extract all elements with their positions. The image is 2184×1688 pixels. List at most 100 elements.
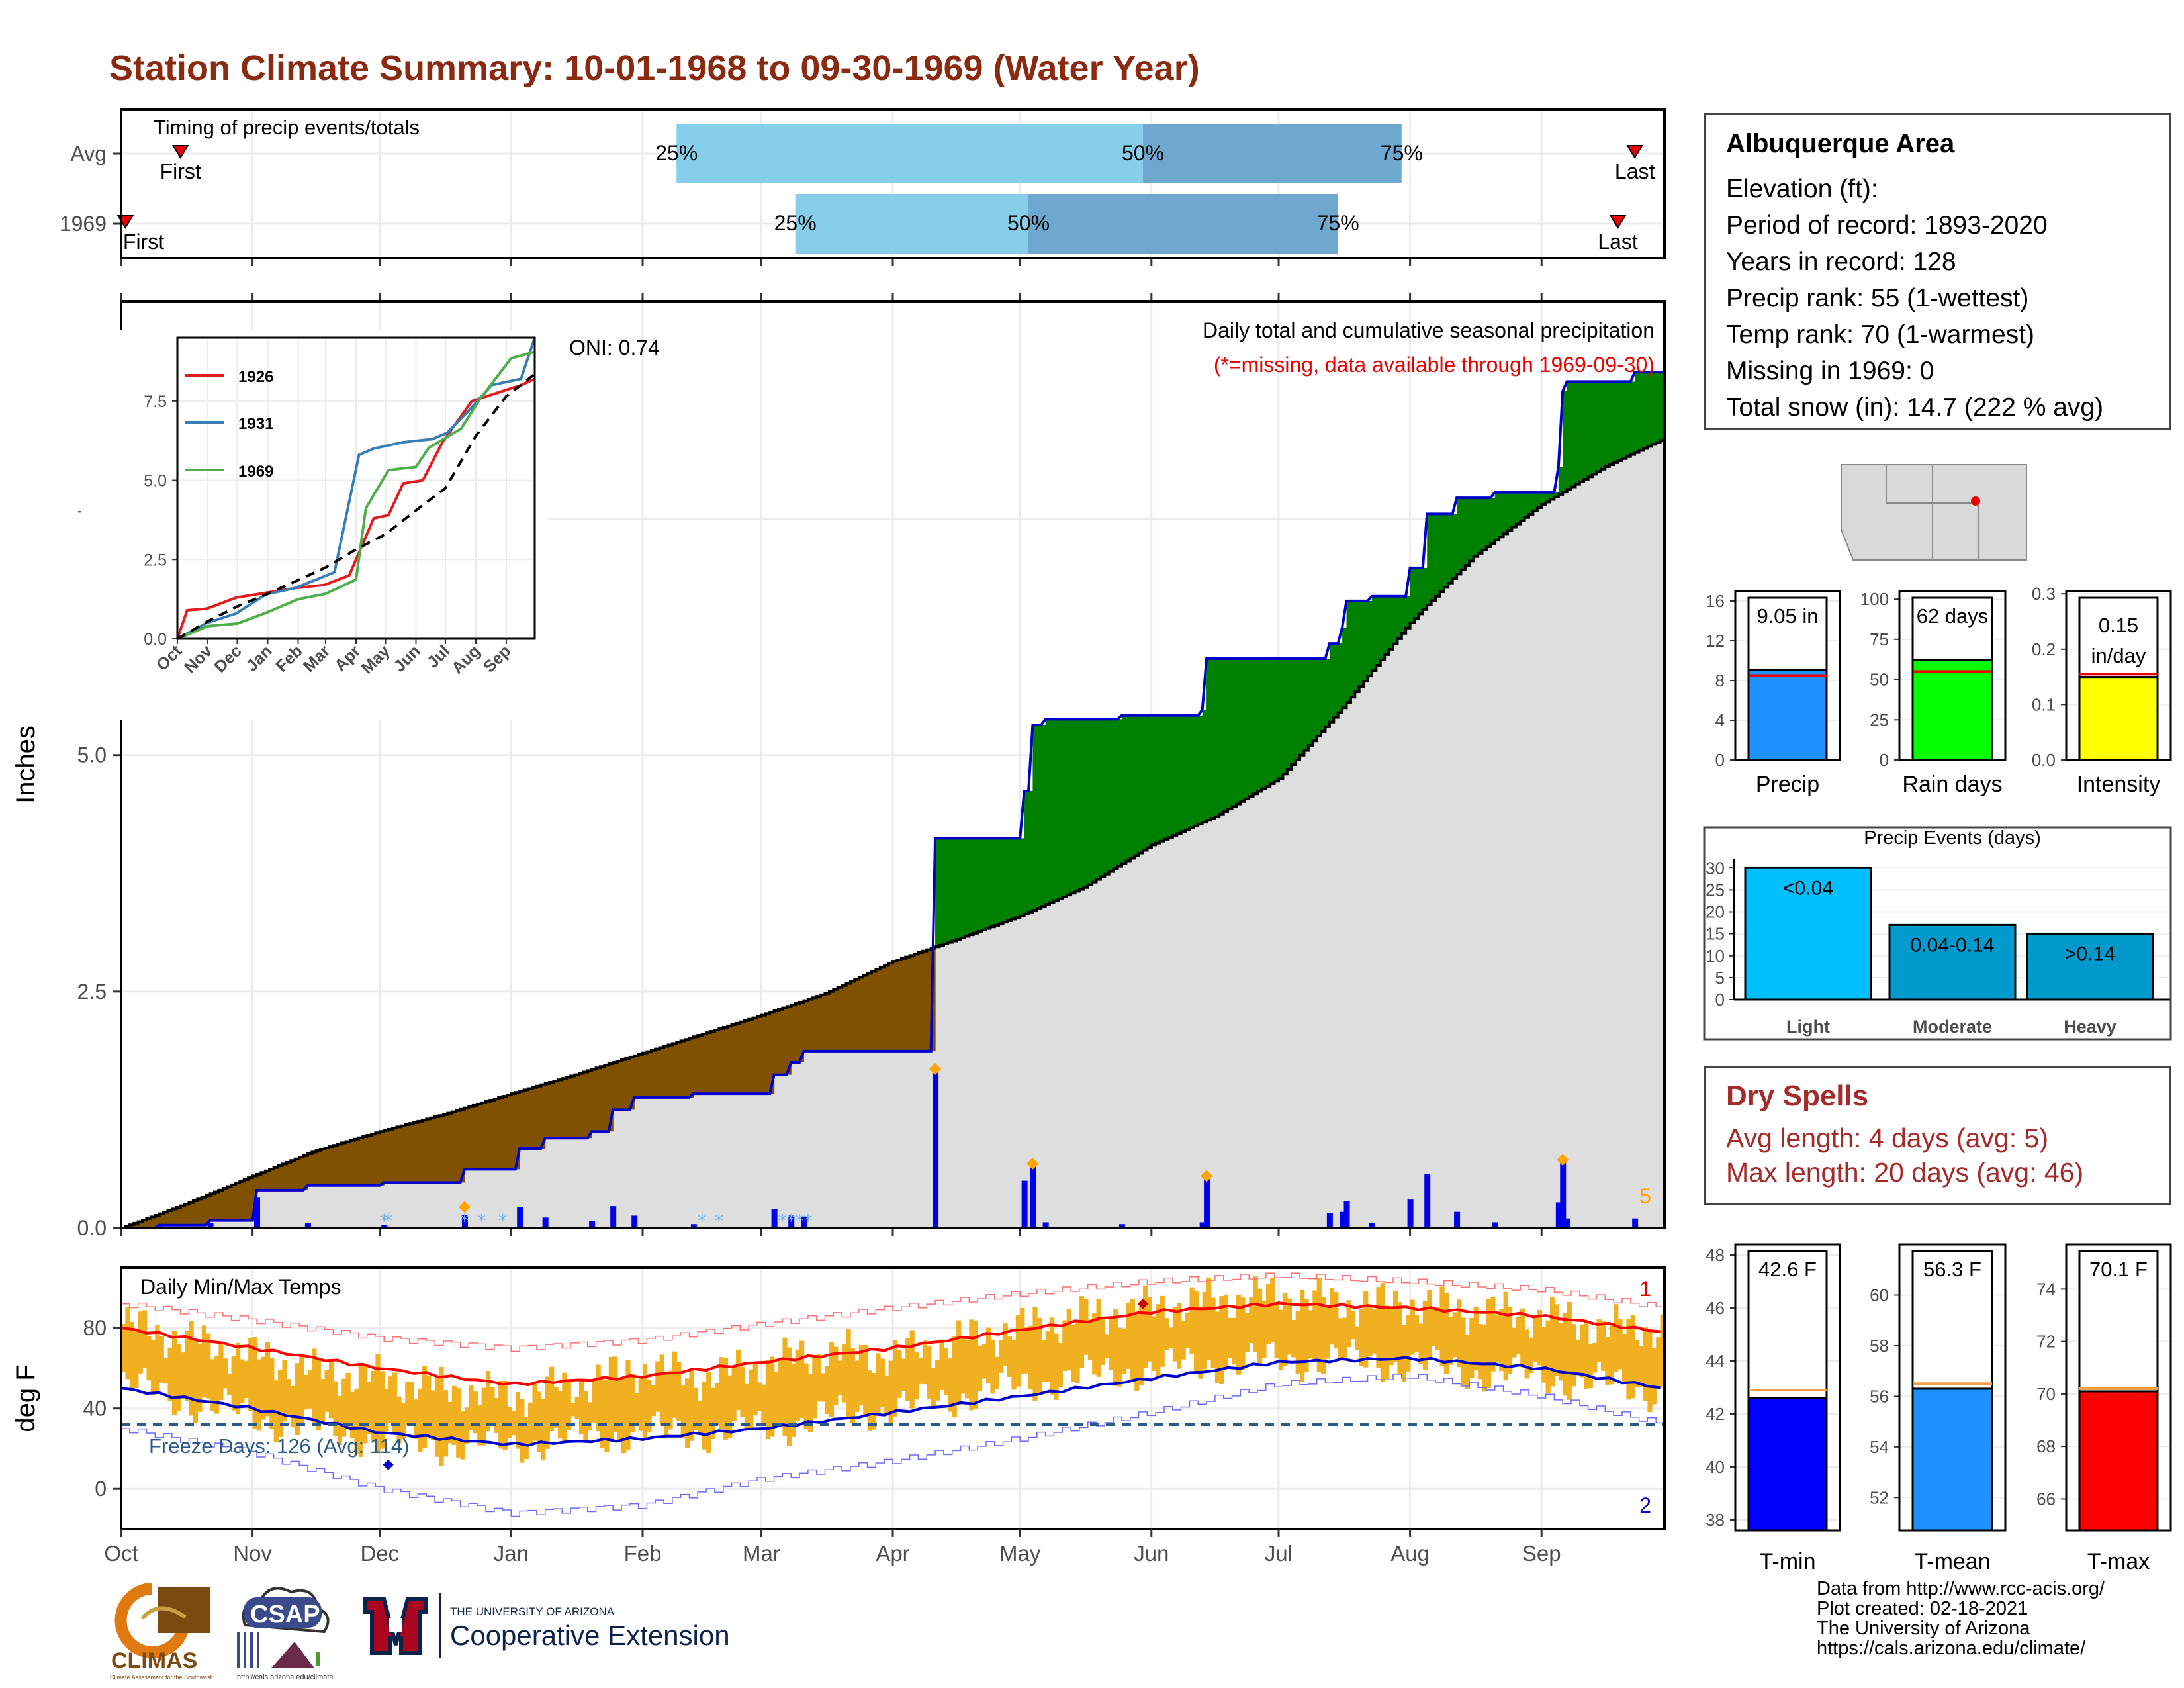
dry-spells-avg: Avg length: 4 days (avg: 5) [1726,1123,2048,1153]
timing-p25-label: 25% [774,211,817,235]
daily-precip-bar [1021,1180,1028,1228]
mini-y-tick: 42 [1706,1404,1725,1424]
month-label: May [999,1541,1041,1566]
ua-logo-big-text: Cooperative Extension [450,1620,730,1651]
mini-y-tick: 44 [1706,1351,1725,1371]
mini-y-tick: 0 [1880,750,1889,770]
mini-bar-cap [1747,1250,1828,1399]
mini-value-label: 0.15 [2099,614,2138,637]
mini-y-tick: 74 [2036,1279,2056,1299]
missing-day-star: * [803,1211,812,1231]
missing-day-star: * [778,1211,787,1231]
daily-precip-bar [1369,1223,1375,1228]
month-label: Sep [1522,1541,1561,1566]
missing-day-star: * [715,1211,723,1231]
mini-y-tick: 68 [2036,1436,2056,1456]
event-marker [929,1063,942,1075]
daily-precip-bar [1564,1218,1570,1228]
inset-y-tick: 7.5 [144,393,167,411]
daily-temp-bars [121,1276,1665,1466]
mini-value-label: 70.1 F [2089,1258,2148,1281]
daily-precip-bar [461,1215,468,1228]
month-label: Nov [233,1541,272,1566]
station-years: Years in record: 128 [1726,248,1956,276]
last-marker [1626,145,1643,159]
y-tick-label: 2.5 [77,980,107,1004]
daily-precip-bar [517,1207,523,1228]
record-low-line [121,1374,1665,1517]
timing-row-label: 1969 [60,212,107,236]
record-high-line [121,1272,1665,1352]
record-high-count: 1 [1639,1277,1651,1301]
event-marker [458,1201,471,1213]
temp-y-tick: 40 [83,1397,107,1421]
station-period: Period of record: 1893-2020 [1726,211,2048,240]
timing-bar-light [795,194,1029,254]
mini-y-tick: 12 [1706,631,1725,651]
inset-legend-label: 1926 [238,368,273,386]
missing-day-star: * [380,1211,388,1231]
month-label: Feb [624,1541,662,1566]
daily-precip-bar [690,1224,697,1228]
last-marker [1609,215,1627,229]
inset-y-tick: 2.5 [144,551,167,569]
events-category-label: Light [1786,1017,1830,1037]
mini-category-label: T-mean [1914,1549,1990,1574]
mini-category-label: T-max [2087,1549,2150,1574]
mini-y-tick: 0.2 [2032,639,2056,659]
mini-y-tick: 72 [2036,1332,2056,1352]
events-y-tick: 15 [1706,924,1725,944]
first-marker [171,145,189,159]
mini-y-tick: 50 [1870,670,1889,690]
deficit-area [125,948,936,1228]
events-y-tick: 25 [1706,880,1725,900]
mini-category-label: Precip [1756,772,1819,797]
daily-precip-bar [254,1197,261,1228]
mini-y-tick: 58 [1870,1336,1889,1356]
mini-y-tick: 0.0 [2032,750,2056,770]
record-high-marker [1137,1298,1148,1309]
daily-precip-bar [1204,1176,1210,1228]
precip-chart-title: Daily total and cumulative seasonal prec… [1203,318,1655,342]
events-category-label: Moderate [1913,1017,1992,1037]
mini-frame [2065,590,2172,761]
month-label: Jan [494,1541,529,1566]
precip-frame [120,300,1666,1229]
mini-y-tick: 52 [1870,1487,1889,1507]
mini-y-tick: 38 [1706,1510,1725,1530]
mini-y-tick: 46 [1706,1298,1725,1318]
timing-p50-label: 50% [1122,141,1164,165]
daily-precip-bar [1492,1222,1498,1228]
daily-precip-bar [1560,1162,1567,1228]
daily-precip-bar [801,1216,807,1228]
mini-value-label: 56.3 F [1923,1258,1981,1281]
mini-value-label: 42.6 F [1758,1258,1817,1281]
mini-y-tick: 54 [1870,1437,1889,1457]
inset-series-1926 [176,377,535,639]
y-tick-label: 5.0 [77,743,107,767]
climas-logo: CLIMAS Climate Assessment for the Southw… [110,1583,212,1681]
daily-precip-bar [1343,1201,1350,1228]
ua-logo: THE UNIVERSITY OF ARIZONA Cooperative Ex… [363,1593,730,1658]
event-marker [1557,1154,1569,1166]
mini-y-tick: 70 [2036,1384,2056,1404]
month-label: Dec [360,1541,399,1566]
missing-day-star: * [796,1211,804,1231]
station-temp-rank: Temp rank: 70 (1-warmest) [1726,320,2034,349]
daily-precip-bar [542,1217,549,1228]
mini-y-tick: 66 [2036,1489,2056,1509]
locator-map [1839,462,2029,563]
missing-day-star: * [477,1211,486,1231]
missing-day-star: * [498,1211,507,1231]
observed-cumulative-line [121,371,1664,1229]
inset-legend-label: 1931 [238,415,273,433]
precip-events-chart: Precip Events (days) <0.04 Light 0.04-0.14 M… [1703,826,2172,1041]
freeze-days-label: Freeze Days: 126 (Avg: 114) [149,1434,409,1458]
daily-precip-bar [1118,1224,1125,1228]
timing-bar-dark [1142,124,1402,183]
events-y-tick: 5 [1715,968,1725,988]
mini-y-tick: 48 [1706,1245,1725,1265]
station-info-box: Albuquerque Area Elevation (ft): Period … [1704,113,2171,430]
station-missing: Missing in 1969: 0 [1726,357,1934,385]
events-y-tick: 30 [1706,858,1725,878]
